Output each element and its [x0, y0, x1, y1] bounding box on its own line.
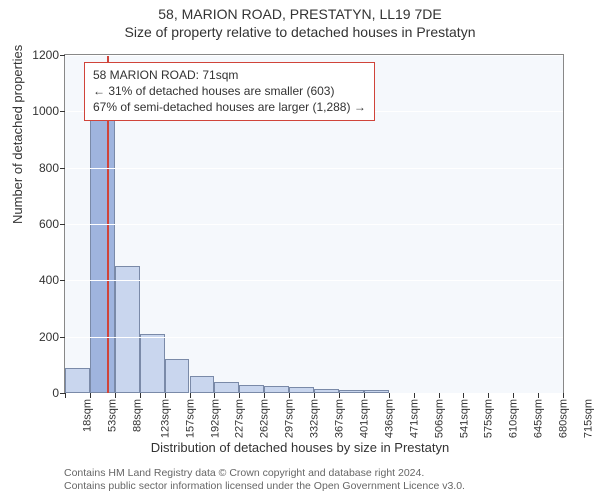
x-tick-mark [364, 393, 365, 398]
x-tick-label: 645sqm [533, 399, 545, 438]
x-tick-mark [65, 393, 66, 398]
histogram-bar [264, 386, 289, 393]
x-tick-mark [239, 393, 240, 398]
gridline [65, 168, 563, 169]
page-subtitle: Size of property relative to detached ho… [0, 22, 600, 40]
callout-line: ← 31% of detached houses are smaller (60… [93, 83, 366, 99]
gridline [65, 337, 563, 338]
x-tick-label: 123sqm [159, 399, 171, 438]
x-tick-label: 680sqm [558, 399, 570, 438]
x-tick-label: 541sqm [458, 399, 470, 438]
gridline [65, 224, 563, 225]
x-tick-label: 610sqm [508, 399, 520, 438]
footer-line: Contains HM Land Registry data © Crown c… [64, 467, 465, 481]
x-tick-label: 575sqm [483, 399, 495, 438]
callout-line: 67% of semi-detached houses are larger (… [93, 99, 366, 115]
x-tick-label: 332sqm [309, 399, 321, 438]
x-tick-label: 227sqm [234, 399, 246, 438]
histogram-bar [140, 334, 165, 393]
histogram-bar [65, 368, 90, 393]
x-tick-mark [264, 393, 265, 398]
x-tick-mark [389, 393, 390, 398]
x-tick-mark [140, 393, 141, 398]
x-tick-mark [463, 393, 464, 398]
footer-line: Contains public sector information licen… [64, 480, 465, 494]
y-tick-mark [60, 224, 65, 225]
x-tick-label: 157sqm [184, 399, 196, 438]
x-tick-label: 53sqm [106, 399, 118, 432]
x-tick-mark [90, 393, 91, 398]
x-axis-label: Distribution of detached houses by size … [0, 440, 600, 455]
y-tick-mark [60, 55, 65, 56]
footer: Contains HM Land Registry data © Crown c… [64, 467, 465, 494]
histogram-bar [190, 376, 215, 393]
x-tick-mark [289, 393, 290, 398]
x-tick-mark [563, 393, 564, 398]
gridline [65, 55, 563, 56]
page-title: 58, MARION ROAD, PRESTATYN, LL19 7DE [0, 0, 600, 22]
x-tick-mark [214, 393, 215, 398]
y-axis-label: Number of detached properties [10, 45, 25, 224]
x-tick-label: 88sqm [131, 399, 143, 432]
x-tick-label: 18sqm [82, 399, 94, 432]
x-tick-mark [190, 393, 191, 398]
histogram-bar [214, 382, 239, 393]
histogram-bar [115, 266, 140, 393]
x-tick-mark [488, 393, 489, 398]
x-tick-mark [439, 393, 440, 398]
histogram-bar [90, 118, 115, 393]
x-tick-label: 192sqm [209, 399, 221, 438]
histogram-bar [165, 359, 190, 393]
y-tick-mark [60, 111, 65, 112]
x-tick-mark [115, 393, 116, 398]
y-tick-mark [60, 280, 65, 281]
x-tick-mark [339, 393, 340, 398]
x-tick-label: 401sqm [358, 399, 370, 438]
x-tick-mark [513, 393, 514, 398]
page-root: 58, MARION ROAD, PRESTATYN, LL19 7DE Siz… [0, 0, 600, 500]
x-tick-label: 506sqm [433, 399, 445, 438]
x-tick-mark [538, 393, 539, 398]
x-tick-label: 715sqm [583, 399, 595, 438]
x-tick-label: 297sqm [284, 399, 296, 438]
x-tick-label: 262sqm [259, 399, 271, 438]
y-tick-mark [60, 337, 65, 338]
callout-line: 58 MARION ROAD: 71sqm [93, 67, 366, 83]
x-tick-mark [414, 393, 415, 398]
y-tick-mark [60, 168, 65, 169]
x-tick-label: 471sqm [408, 399, 420, 438]
histogram-bar [239, 385, 264, 393]
x-tick-label: 436sqm [383, 399, 395, 438]
x-tick-mark [314, 393, 315, 398]
x-tick-mark [165, 393, 166, 398]
gridline [65, 280, 563, 281]
callout-box: 58 MARION ROAD: 71sqm ← 31% of detached … [84, 62, 375, 121]
x-tick-label: 367sqm [334, 399, 346, 438]
